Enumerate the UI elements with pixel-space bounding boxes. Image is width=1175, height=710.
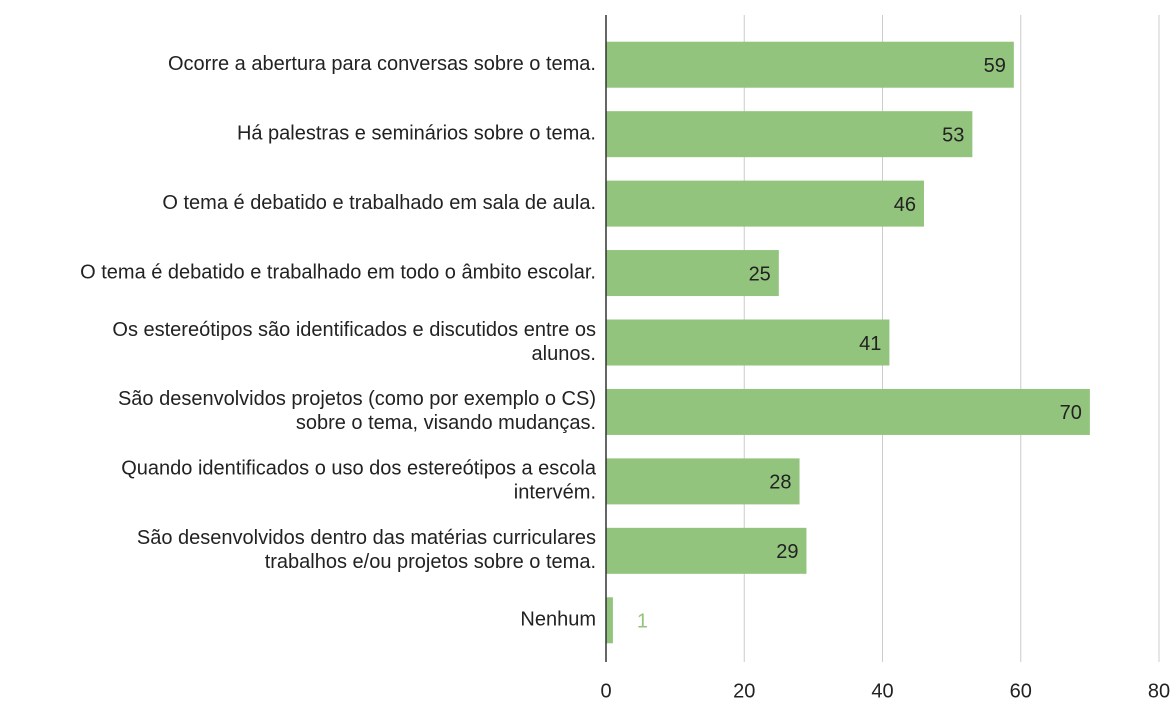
value-label: 41 [859,333,881,355]
value-label: 28 [769,472,791,494]
y-tick-label: alunos. [532,343,597,365]
y-tick-label: Há palestras e seminários sobre o tema. [237,122,596,144]
y-tick-label: São desenvolvidos dentro das matérias cu… [137,527,596,549]
bar [606,180,924,227]
bar [606,41,1014,88]
bar [606,250,779,297]
bar [606,319,890,366]
value-label: 53 [942,124,964,146]
y-tick-label: Nenhum [520,609,596,631]
value-label: 1 [637,611,648,633]
y-tick-label: O tema é debatido e trabalhado em todo o… [80,261,596,283]
x-tick-label: 40 [871,680,893,702]
y-tick-label: intervém. [514,482,596,504]
x-tick-label: 60 [1010,680,1032,702]
y-tick-label: São desenvolvidos projetos (como por exe… [118,388,596,410]
value-label: 25 [749,263,771,285]
bar [606,458,800,505]
value-label: 29 [776,541,798,563]
bar [606,597,613,644]
y-tick-label: trabalhos e/ou projetos sobre o tema. [265,551,596,573]
y-tick-label: Ocorre a abertura para conversas sobre o… [168,53,596,75]
y-tick-label: Quando identificados o uso dos estereóti… [121,458,597,480]
value-label: 70 [1060,402,1082,424]
y-tick-label: O tema é debatido e trabalhado em sala d… [162,192,596,214]
value-label: 46 [894,194,916,216]
value-label: 59 [984,55,1006,77]
bar [606,388,1090,435]
bar [606,111,973,158]
bar [606,527,807,574]
y-tick-label: sobre o tema, visando mudanças. [296,412,596,434]
x-tick-label: 20 [733,680,755,702]
x-tick-label: 80 [1148,680,1170,702]
x-tick-label: 0 [600,680,611,702]
y-tick-label: Os estereótipos são identificados e disc… [112,319,596,341]
